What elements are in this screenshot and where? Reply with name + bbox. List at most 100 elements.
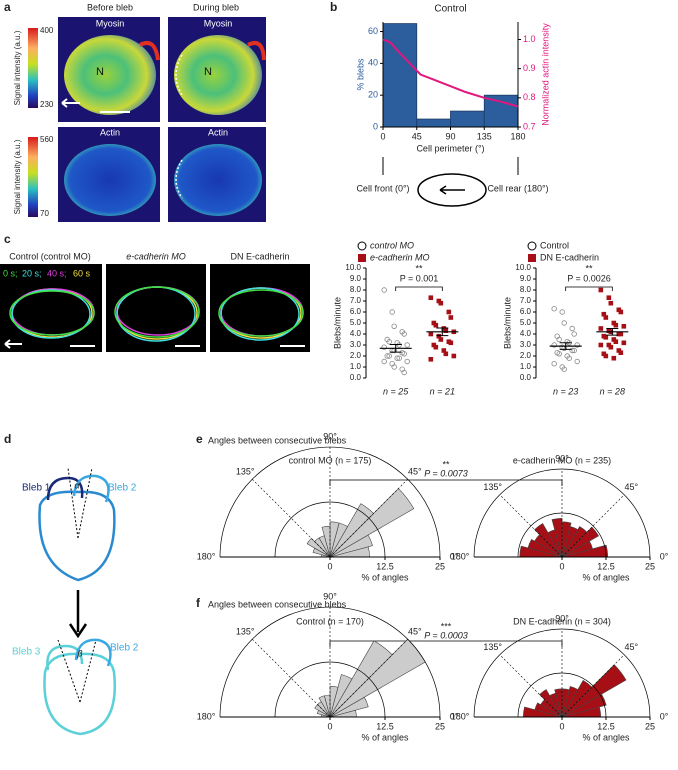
r-tick-label: 0 (327, 721, 332, 731)
point (606, 295, 612, 300)
angle-label: 180° (197, 551, 216, 561)
image-label: Actin (100, 127, 120, 137)
panel-label: d (4, 432, 11, 446)
x-tick-label: 45 (412, 131, 422, 141)
legend-marker (357, 241, 367, 251)
angle-grid (499, 494, 563, 558)
point (569, 325, 575, 332)
point (428, 331, 434, 337)
time-label: 40 s; (47, 268, 67, 278)
y-tick-label: 4.0 (350, 329, 362, 338)
point (574, 358, 580, 365)
point (618, 309, 624, 315)
bar (382, 23, 418, 128)
n-label: n = 23 (553, 386, 578, 396)
y-tick-label: 3.0 (520, 340, 532, 349)
bleb-label: Bleb 1 (22, 483, 51, 494)
y-tick-label: 10.0 (515, 263, 531, 272)
angle-grid (499, 654, 563, 718)
chart-title: DN E-cadherin (n = 304) (513, 616, 611, 626)
y-tick-label: 10.0 (345, 263, 361, 272)
r-axis-label: % of angles (361, 572, 409, 582)
point (611, 355, 617, 361)
point (603, 335, 609, 340)
error-bar (606, 328, 619, 336)
y2-axis-label: Normalized actin intensity (540, 23, 550, 126)
y-tick-label: 6.0 (350, 307, 362, 316)
r-tick-label: 0 (559, 721, 564, 731)
angle-label: 90° (555, 613, 569, 623)
chart-title: e-cadherin MO (n = 235) (513, 455, 611, 465)
significance: ** (442, 459, 450, 469)
point (391, 364, 397, 370)
r-tick-label: 25 (645, 721, 655, 731)
point (433, 322, 439, 328)
point (618, 350, 624, 355)
point (386, 339, 392, 345)
grid-arc (473, 468, 651, 558)
y-tick-label: 4.0 (520, 329, 532, 338)
n-label: n = 21 (430, 386, 455, 396)
grid-arc (274, 501, 386, 558)
grid-arc (473, 628, 651, 718)
y-tick-label: 9.0 (350, 274, 362, 283)
r-tick-label: 25 (435, 561, 445, 571)
panel-label: e (196, 432, 203, 446)
panel-title: Angles between consecutive blebs (208, 599, 347, 609)
y-tick-label: 7.0 (520, 296, 532, 305)
point (556, 336, 562, 343)
angle-label: 180° (451, 711, 470, 721)
colorbar-label: Signal intensity (a.u.) (13, 139, 22, 214)
point (571, 347, 577, 354)
point (448, 315, 454, 320)
angle-label: 180° (197, 711, 216, 721)
angle-label: 90° (555, 453, 569, 463)
wedge (306, 537, 331, 558)
colorbar-max: 560 (40, 135, 54, 144)
point (608, 300, 614, 306)
legend-label: e-cadherin MO (370, 252, 430, 262)
point (404, 358, 410, 365)
bleb-label: Bleb 2 (108, 483, 137, 494)
point (381, 344, 387, 350)
wedge (312, 547, 331, 558)
point (401, 331, 407, 337)
point (443, 351, 449, 357)
wedge (561, 686, 579, 718)
nucleus-label: N (96, 66, 104, 78)
point (389, 309, 395, 315)
point (451, 353, 457, 359)
chart-title: control MO (n = 175) (289, 455, 372, 465)
legend-label: control MO (370, 240, 414, 250)
n-label: n = 28 (600, 386, 625, 396)
point (559, 309, 565, 315)
significance: *** (441, 621, 452, 631)
y-axis-label: % blebs (355, 58, 365, 91)
y2-tick-label: 0.9 (523, 63, 536, 73)
n-label: n = 25 (383, 386, 409, 396)
r-axis-label: % of angles (582, 732, 630, 742)
p-value: P = 0.0026 (567, 273, 611, 283)
point (598, 342, 604, 348)
r-axis-label: % of angles (361, 732, 409, 742)
bleb-label: Bleb 3 (12, 647, 41, 658)
colorbar-min: 70 (40, 209, 49, 218)
wedge (561, 680, 593, 718)
point (551, 361, 557, 367)
y2-tick-label: 1.0 (523, 34, 536, 44)
y-tick-label: 5.0 (350, 318, 362, 327)
bar (450, 110, 485, 128)
angle-label: 0° (660, 711, 669, 721)
r-tick-label: 0 (327, 561, 332, 571)
point (396, 342, 402, 348)
r-tick-label: 0 (559, 561, 564, 571)
y-axis-label: Blebs/minute (502, 297, 512, 349)
point (438, 300, 444, 306)
image-title: e-cadherin MO (126, 251, 186, 261)
angle-grid (561, 494, 625, 558)
x-tick-label: 135 (477, 131, 492, 141)
column-title: During bleb (193, 2, 239, 12)
cell-outline (417, 173, 487, 207)
point (598, 326, 604, 331)
angle-label: 45° (624, 642, 638, 652)
